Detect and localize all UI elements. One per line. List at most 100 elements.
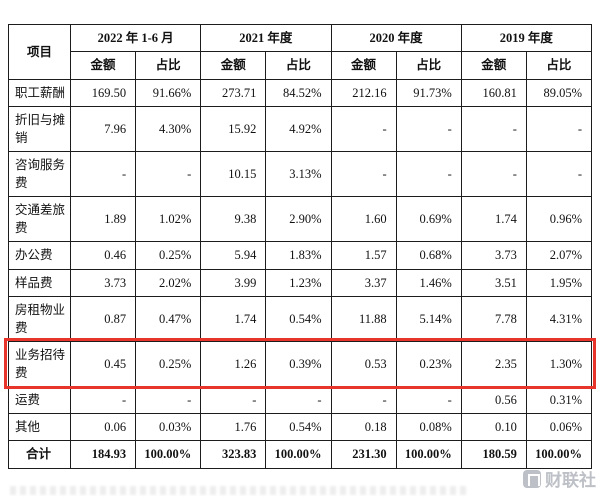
ratio-cell: 2.90% — [265, 196, 332, 243]
table-row: 咨询服务费 - -10.15 3.13% - - - - — [8, 150, 593, 198]
table-row: 折旧与摊销 7.96 4.30% 15.92 4.92% - - - - — [8, 105, 593, 152]
ratio-cell: 84.52% — [265, 78, 332, 107]
amount-cell: 231.30 — [330, 440, 397, 469]
ratio-cell: 0.31% — [525, 386, 593, 415]
ratio-cell: 5.14% — [395, 295, 462, 342]
amount-cell: 3.73 — [69, 268, 137, 297]
ratio-cell: 0.03% — [135, 413, 202, 442]
amount-cell: 0.56 — [460, 386, 527, 415]
amount-cell: 1.60 — [330, 196, 397, 243]
ratio-cell: 0.96% — [525, 196, 593, 243]
row-item-label: 咨询服务费 — [8, 150, 71, 198]
amount-cell: 0.53 — [330, 340, 397, 388]
amount-cell: 273.71 — [200, 78, 267, 107]
ratio-cell: 0.69% — [395, 196, 462, 243]
amount-cell: 1.26 — [200, 340, 267, 388]
expense-table-container: 项目 2022 年 1-6 月 2021 年度 2020 年度 2019 年度 … — [4, 23, 596, 469]
amount-cell: - — [330, 150, 397, 198]
row-item-label: 业务招待费 — [8, 340, 71, 388]
ratio-cell: 0.68% — [395, 241, 462, 270]
row-item-label: 职工薪酬 — [8, 78, 71, 107]
header-row-periods: 项目 2022 年 1-6 月 2021 年度 2020 年度 2019 年度 — [8, 23, 593, 80]
amount-cell: 184.93 — [69, 440, 137, 469]
table-body: 职工薪酬 169.50 91.66% 273.71 84.52% 212.16 91.73%… — [8, 78, 593, 469]
amount-cell: 180.59 — [460, 440, 527, 469]
ratio-cell: 4.30% — [135, 105, 202, 152]
table-header: 项目 2022 年 1-6 月 2021 年度 2020 年度 2019 年度 … — [8, 23, 593, 80]
amount-cell: - — [200, 386, 267, 415]
row-item-label: 交通差旅费 — [8, 196, 71, 243]
table-row: 职工薪酬 169.50 91.66% 273.71 84.52% 212.16 91.73%… — [8, 78, 593, 107]
col-header-ratio: 占比 — [395, 51, 462, 80]
amount-cell: - — [69, 150, 137, 198]
ratio-cell: 0.23% — [395, 340, 462, 388]
row-item-label: 合计 — [8, 440, 71, 469]
row-item-label: 办公费 — [8, 241, 71, 270]
col-header-item: 项目 — [8, 24, 71, 80]
table-row: 样品费 3.73 2.02% 3.99 1.23% 3.37 1.46% 3.51 1.95% — [8, 268, 593, 297]
ratio-cell: 1.23% — [265, 268, 332, 297]
amount-cell: 3.73 — [460, 241, 527, 270]
amount-cell: - — [330, 386, 397, 415]
row-item-label: 房租物业费 — [8, 295, 71, 342]
ratio-cell: 1.83% — [265, 241, 332, 270]
cut-off-text-artifact — [10, 486, 470, 495]
table-row: 交通差旅费 1.89 1.02% 9.38 2.90% 1.60 0.69% 1.74 0.96… — [8, 196, 593, 243]
ratio-cell: - — [525, 150, 593, 198]
table-row: 运费 - - - - - -0.56 0.31% — [8, 386, 593, 415]
ratio-cell: 2.07% — [525, 241, 593, 270]
ratio-cell: 100.00% — [135, 440, 202, 469]
ratio-cell: 89.05% — [525, 78, 593, 107]
ratio-cell: 0.25% — [135, 340, 202, 388]
amount-cell: 0.18 — [330, 413, 397, 442]
amount-cell: 0.45 — [69, 340, 137, 388]
ratio-cell: 100.00% — [265, 440, 332, 469]
ratio-cell: 91.73% — [395, 78, 462, 107]
amount-cell: 3.99 — [200, 268, 267, 297]
ratio-cell: 0.08% — [395, 413, 462, 442]
ratio-cell: 0.54% — [265, 413, 332, 442]
ratio-cell: 100.00% — [525, 440, 593, 469]
amount-cell: 169.50 — [69, 78, 137, 107]
amount-cell: 11.88 — [330, 295, 397, 342]
amount-cell: 10.15 — [200, 150, 267, 198]
col-header-amount: 金额 — [330, 51, 397, 80]
col-header-period-2022h1: 2022 年 1-6 月 — [69, 23, 202, 53]
ratio-cell: 1.02% — [135, 196, 202, 243]
table-row: 业务招待费 0.45 0.25% 1.26 0.39% 0.53 0.23% 2.35 1.30… — [8, 340, 593, 388]
col-header-period-2019: 2019 年度 — [460, 23, 593, 53]
total-row: 合计 184.93 100.00% 323.83 100.00% 231.30 100.00… — [8, 440, 593, 469]
ratio-cell: - — [265, 386, 332, 415]
watermark-logo-icon — [523, 469, 541, 488]
amount-cell: - — [330, 105, 397, 152]
row-item-label: 运费 — [8, 386, 71, 415]
ratio-cell: - — [525, 105, 593, 152]
ratio-cell: 1.46% — [395, 268, 462, 297]
amount-cell: - — [460, 105, 527, 152]
ratio-cell: 1.30% — [525, 340, 593, 388]
table-row: 房租物业费 0.87 0.47% 1.74 0.54% 11.88 5.14% 7.78 4.3… — [8, 295, 593, 342]
watermark-text: 财联社 — [545, 471, 596, 490]
ratio-cell: 4.31% — [525, 295, 593, 342]
col-header-amount: 金额 — [460, 51, 527, 80]
amount-cell: - — [460, 150, 527, 198]
table-row: 办公费 0.46 0.25% 5.94 1.83% 1.57 0.68% 3.73 2.07% — [8, 241, 593, 270]
amount-cell: 5.94 — [200, 241, 267, 270]
ratio-cell: 2.02% — [135, 268, 202, 297]
header-row-subheaders: 金额 占比 金额 占比 金额 占比 金额 占比 — [9, 51, 593, 80]
amount-cell: 160.81 — [460, 78, 527, 107]
col-header-ratio: 占比 — [135, 51, 202, 80]
ratio-cell: 0.54% — [265, 295, 332, 342]
ratio-cell: 4.92% — [265, 105, 332, 152]
amount-cell: 7.78 — [460, 295, 527, 342]
document-page: { "table": { "item_header": "项目", "perio… — [0, 23, 600, 497]
ratio-cell: - — [135, 386, 202, 415]
ratio-cell: 0.39% — [265, 340, 332, 388]
col-header-period-2021: 2021 年度 — [200, 23, 332, 53]
ratio-cell: 3.13% — [265, 150, 332, 198]
amount-cell: 2.35 — [460, 340, 527, 388]
amount-cell: 0.10 — [460, 413, 527, 442]
row-item-label: 折旧与摊销 — [8, 105, 71, 152]
amount-cell: 1.74 — [200, 295, 267, 342]
row-item-label: 样品费 — [8, 268, 71, 297]
